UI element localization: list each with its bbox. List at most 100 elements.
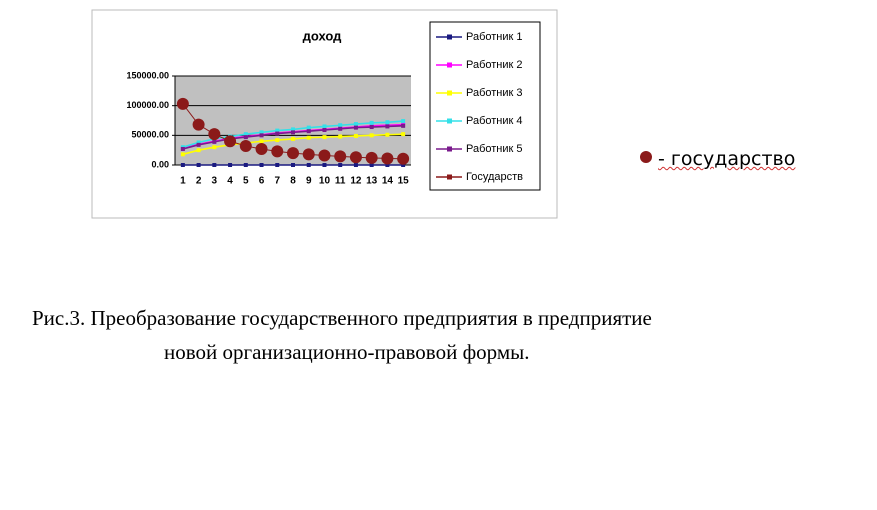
data-point [176, 97, 189, 110]
legend-label: Государств [466, 171, 523, 183]
annotation-text: - государство [658, 148, 796, 170]
data-point [196, 148, 201, 153]
x-tick-label: 5 [243, 176, 249, 187]
data-point [353, 125, 358, 130]
data-point [353, 122, 358, 127]
x-tick-label: 4 [227, 176, 233, 187]
legend-marker [447, 34, 452, 40]
caption-line: Рис.3. Преобразование государственного п… [32, 306, 652, 330]
data-point [322, 127, 327, 132]
x-tick-label: 3 [212, 176, 218, 187]
legend-marker [447, 62, 452, 68]
legend-marker [447, 90, 452, 96]
data-point [259, 139, 264, 144]
data-point [291, 136, 295, 141]
legend-marker [447, 146, 452, 152]
data-point [369, 163, 374, 167]
data-point [401, 132, 406, 137]
data-point [291, 127, 295, 132]
data-point [385, 120, 390, 125]
data-point [401, 163, 406, 167]
data-point [212, 139, 217, 144]
data-point [239, 140, 252, 153]
data-point [243, 135, 248, 140]
data-point [271, 145, 284, 158]
data-point [180, 163, 185, 167]
x-tick-label: 11 [335, 176, 346, 187]
data-point [397, 152, 410, 165]
data-point [385, 132, 390, 137]
data-point [259, 130, 264, 135]
legend-label: Работник 1 [466, 31, 523, 43]
data-point [338, 126, 343, 131]
data-point [180, 152, 185, 157]
data-point [180, 146, 185, 151]
annotation: - государство [640, 148, 795, 170]
data-point [196, 163, 201, 167]
y-tick-label: 100000.00 [126, 100, 169, 110]
y-tick-label: 50000.00 [131, 130, 169, 140]
legend-label: Работник 2 [466, 59, 523, 71]
x-tick-label: 2 [196, 176, 202, 187]
x-tick-label: 15 [398, 176, 410, 187]
x-tick-label: 14 [382, 176, 394, 187]
data-point [369, 125, 374, 130]
data-point [302, 148, 315, 161]
data-point [334, 150, 347, 163]
legend-marker [447, 174, 452, 180]
data-point [287, 147, 299, 160]
legend [429, 21, 541, 191]
data-point [385, 124, 390, 129]
data-point [196, 142, 201, 147]
data-point [369, 133, 374, 138]
data-point [385, 163, 390, 167]
x-tick-label: 1 [180, 176, 186, 187]
data-point [338, 134, 343, 139]
data-point [259, 133, 264, 138]
data-point [196, 140, 201, 145]
data-point [255, 142, 268, 155]
data-point [306, 129, 311, 134]
data-point [208, 128, 221, 141]
data-point [243, 163, 248, 167]
chart-title: доход [303, 28, 343, 43]
data-point [401, 119, 406, 124]
x-tick-label: 7 [274, 176, 280, 187]
data-point [259, 163, 264, 167]
data-point [369, 120, 374, 125]
data-point [243, 132, 248, 137]
y-tick-label: 150000.00 [126, 70, 169, 80]
legend-marker [447, 118, 452, 124]
data-point [322, 124, 327, 129]
data-point [338, 123, 343, 128]
data-point [349, 151, 362, 164]
data-point [228, 163, 233, 167]
x-tick-label: 6 [259, 176, 265, 187]
legend-label: Работник 3 [466, 87, 523, 99]
data-point [224, 135, 237, 148]
x-tick-label: 8 [290, 176, 296, 187]
data-point [212, 145, 217, 150]
data-point [365, 151, 378, 164]
data-point [322, 163, 327, 167]
x-tick-label: 13 [366, 176, 378, 187]
data-point [212, 163, 217, 167]
data-point [322, 135, 327, 140]
legend-label: Работник 4 [466, 115, 523, 127]
data-point [306, 125, 311, 130]
data-point [291, 130, 295, 135]
data-point [275, 131, 280, 136]
x-tick-label: 10 [319, 176, 331, 187]
legend-label: Работник 5 [466, 143, 523, 155]
data-point [192, 118, 205, 131]
data-point [401, 123, 406, 128]
data-point [353, 133, 358, 138]
data-point [381, 152, 394, 165]
data-point [353, 163, 358, 167]
data-point [291, 163, 295, 167]
data-point [318, 149, 331, 162]
data-point [275, 138, 280, 143]
x-tick-label: 9 [306, 176, 312, 187]
annotation-marker [640, 151, 652, 163]
